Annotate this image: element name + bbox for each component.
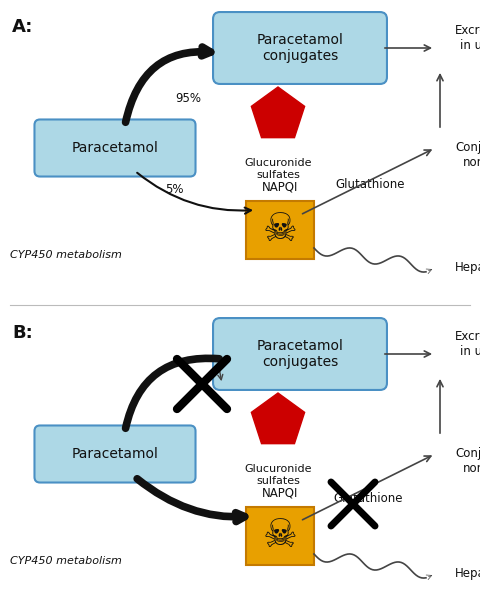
- Text: NAPQI: NAPQI: [262, 181, 298, 194]
- Text: A:: A:: [12, 18, 34, 36]
- Bar: [246, 201, 314, 259]
- Text: 95%: 95%: [175, 92, 201, 105]
- Text: Excretion
in urine: Excretion in urine: [455, 24, 480, 52]
- Text: Hepatotoxicity: Hepatotoxicity: [455, 261, 480, 275]
- Text: CYP450 metabolism: CYP450 metabolism: [10, 556, 122, 566]
- Polygon shape: [252, 87, 305, 138]
- Text: ☠: ☠: [263, 211, 298, 249]
- Text: ☠: ☠: [263, 517, 298, 555]
- Text: Glutathione: Glutathione: [335, 179, 405, 192]
- FancyBboxPatch shape: [213, 318, 387, 390]
- Text: Glutathione: Glutathione: [333, 493, 403, 506]
- Text: Paracetamol
conjugates: Paracetamol conjugates: [257, 33, 343, 63]
- Text: Hepatotoxicity: Hepatotoxicity: [455, 567, 480, 581]
- Text: CYP450 metabolism: CYP450 metabolism: [10, 250, 122, 260]
- Text: Glucuronide
sulfates: Glucuronide sulfates: [244, 464, 312, 485]
- Polygon shape: [252, 393, 305, 444]
- Text: NAPQI: NAPQI: [262, 487, 298, 500]
- Text: Excretion
in urine: Excretion in urine: [455, 330, 480, 358]
- FancyBboxPatch shape: [213, 12, 387, 84]
- Text: Paracetamol: Paracetamol: [72, 447, 158, 461]
- FancyBboxPatch shape: [35, 425, 195, 482]
- Text: Paracetamol: Paracetamol: [72, 141, 158, 155]
- Text: B:: B:: [12, 324, 33, 342]
- Text: Conjugation
non-toxic: Conjugation non-toxic: [455, 447, 480, 475]
- Text: Conjugation
non-toxic: Conjugation non-toxic: [455, 141, 480, 169]
- Text: 5%: 5%: [165, 183, 183, 196]
- Text: Paracetamol
conjugates: Paracetamol conjugates: [257, 339, 343, 369]
- FancyBboxPatch shape: [35, 119, 195, 176]
- Bar: [246, 507, 314, 565]
- Text: Glucuronide
sulfates: Glucuronide sulfates: [244, 158, 312, 179]
